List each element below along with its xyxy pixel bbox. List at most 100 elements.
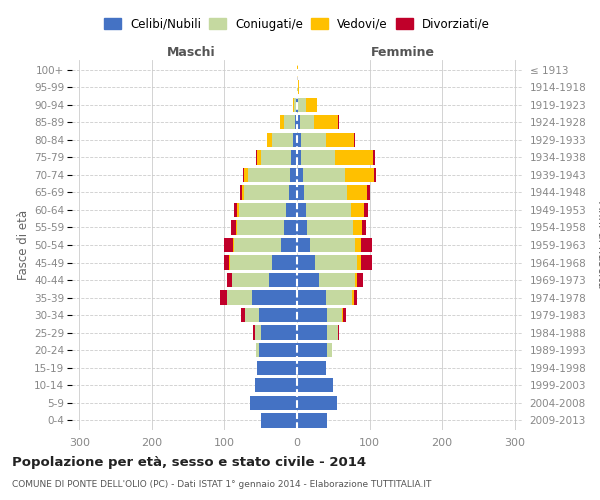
Bar <box>347 185 367 200</box>
Text: Femmine: Femmine <box>371 46 435 60</box>
Bar <box>297 396 337 410</box>
Bar <box>261 326 297 340</box>
Bar <box>294 98 296 112</box>
Bar <box>248 168 290 182</box>
Bar <box>253 326 255 340</box>
Bar <box>297 378 333 392</box>
Bar <box>353 220 362 234</box>
Bar <box>307 220 353 234</box>
Bar <box>297 238 310 252</box>
Bar <box>237 220 284 234</box>
Bar <box>297 273 319 287</box>
Bar <box>297 98 298 112</box>
Bar <box>267 132 272 147</box>
Bar <box>353 290 357 305</box>
Bar <box>357 256 361 270</box>
Bar <box>233 238 234 252</box>
Bar <box>230 256 272 270</box>
Bar <box>239 202 286 217</box>
Bar <box>255 326 261 340</box>
Bar <box>245 308 259 322</box>
Bar <box>261 413 297 428</box>
Bar <box>301 150 335 164</box>
Bar <box>362 220 366 234</box>
Bar <box>298 98 306 112</box>
Bar <box>361 238 372 252</box>
Bar <box>244 185 289 200</box>
Bar <box>364 202 368 217</box>
Bar <box>345 168 374 182</box>
Bar <box>232 273 269 287</box>
Bar <box>284 115 295 130</box>
Bar <box>335 150 373 164</box>
Bar <box>252 290 297 305</box>
Bar <box>297 413 328 428</box>
Bar <box>297 326 328 340</box>
Bar <box>297 202 306 217</box>
Bar <box>315 256 357 270</box>
Bar <box>266 132 267 147</box>
Bar <box>343 308 346 322</box>
Bar <box>259 343 297 357</box>
Bar <box>269 273 297 287</box>
Bar <box>319 273 355 287</box>
Bar <box>272 256 297 270</box>
Bar <box>361 256 372 270</box>
Bar <box>257 360 297 375</box>
Legend: Celibi/Nubili, Coniugati/e, Vedovi/e, Divorziati/e: Celibi/Nubili, Coniugati/e, Vedovi/e, Di… <box>104 18 490 31</box>
Bar <box>239 185 242 200</box>
Bar <box>297 185 304 200</box>
Bar <box>328 326 338 340</box>
Bar <box>231 220 236 234</box>
Bar <box>355 273 357 287</box>
Bar <box>289 185 297 200</box>
Bar <box>306 202 351 217</box>
Bar <box>342 308 343 322</box>
Bar <box>281 238 297 252</box>
Bar <box>374 168 376 182</box>
Bar <box>227 273 232 287</box>
Bar <box>220 290 227 305</box>
Y-axis label: Anni di nascita: Anni di nascita <box>595 202 600 288</box>
Bar <box>295 115 297 130</box>
Bar <box>297 256 315 270</box>
Bar <box>314 115 338 130</box>
Bar <box>250 396 297 410</box>
Bar <box>310 238 355 252</box>
Bar <box>290 168 297 182</box>
Text: Maschi: Maschi <box>167 46 215 60</box>
Bar <box>261 150 291 164</box>
Bar <box>338 115 339 130</box>
Y-axis label: Fasce di età: Fasce di età <box>17 210 30 280</box>
Bar <box>293 98 294 112</box>
Bar <box>297 168 303 182</box>
Bar <box>256 343 259 357</box>
Bar <box>234 202 238 217</box>
Bar <box>241 308 245 322</box>
Bar <box>234 238 281 252</box>
Bar <box>291 150 297 164</box>
Bar <box>297 220 307 234</box>
Bar <box>284 220 297 234</box>
Bar <box>367 185 370 200</box>
Bar <box>296 98 297 112</box>
Bar <box>297 132 301 147</box>
Bar <box>353 132 355 147</box>
Bar <box>272 132 293 147</box>
Bar <box>224 238 233 252</box>
Bar <box>224 256 229 270</box>
Bar <box>297 80 298 94</box>
Bar <box>242 185 244 200</box>
Bar <box>244 168 248 182</box>
Bar <box>297 308 328 322</box>
Bar <box>242 168 244 182</box>
Bar <box>259 308 297 322</box>
Text: Popolazione per età, sesso e stato civile - 2014: Popolazione per età, sesso e stato civil… <box>12 456 366 469</box>
Bar <box>256 150 257 164</box>
Bar <box>297 62 298 77</box>
Bar <box>355 238 361 252</box>
Bar <box>328 343 332 357</box>
Bar <box>293 132 297 147</box>
Text: COMUNE DI PONTE DELL'OLIO (PC) - Dati ISTAT 1° gennaio 2014 - Elaborazione TUTTI: COMUNE DI PONTE DELL'OLIO (PC) - Dati IS… <box>12 480 431 489</box>
Bar <box>227 290 252 305</box>
